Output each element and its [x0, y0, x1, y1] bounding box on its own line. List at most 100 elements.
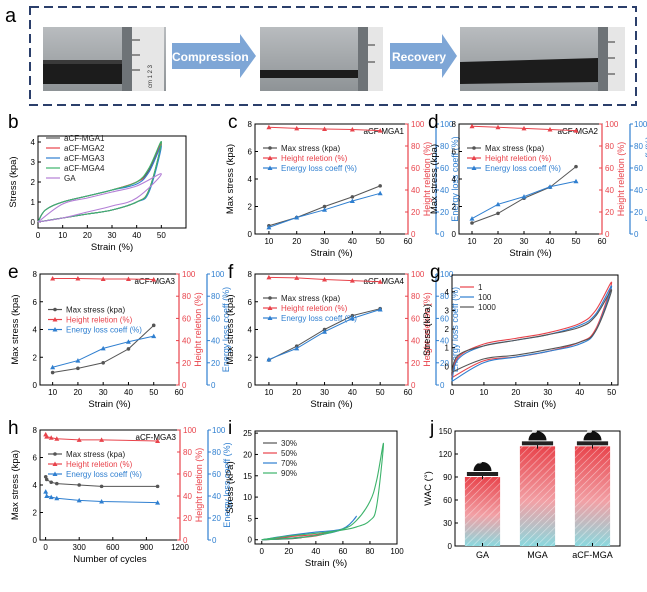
data-point-d-2 [469, 216, 475, 221]
data-point-e-1 [100, 276, 106, 281]
data-point-d-2 [521, 194, 527, 199]
y3-tick-label-d: 0 [634, 230, 639, 239]
y2-tick-label-f: 20 [411, 359, 420, 368]
hysteresis-curve-i-3 [261, 443, 385, 541]
y-axis-label-i: Stress (kPa) [225, 461, 236, 513]
y-axis-label-f: Max stress (kpa) [225, 294, 236, 364]
y2-tick-label-c: 20 [411, 208, 420, 217]
x-tick-label-c: 50 [376, 237, 385, 246]
legend-label-c: Height reletion (%) [281, 154, 348, 163]
legend-marker-c [267, 155, 273, 160]
y3-tick-label-h: 100 [212, 426, 226, 435]
panel-b-letter: b [8, 112, 19, 133]
legend-label-i: 30% [281, 439, 297, 448]
data-point-e-2 [125, 339, 131, 344]
chart-title-f: aCF-MGA4 [364, 277, 405, 286]
x-axis-label-f: Strain (%) [310, 399, 352, 410]
y3-tick-label-e: 20 [211, 359, 220, 368]
y-tick-label-f: 2 [248, 353, 253, 362]
y-tick-label-h: 8 [33, 426, 38, 435]
data-point-h-1 [155, 438, 161, 443]
data-point-f-2 [294, 345, 300, 351]
y-axis-label-c: Max stress (kpa) [225, 144, 236, 214]
y-tick-label-g: 0 [445, 362, 450, 371]
droplet-highlight-icon [587, 429, 592, 433]
panel-j-letter: j [429, 418, 434, 439]
y-tick-label-j: 60 [443, 496, 452, 505]
water-droplet-icon [583, 431, 602, 441]
x-tick-label-c: 40 [348, 237, 357, 246]
series-h-0 [43, 474, 160, 489]
x-tick-label-c: 20 [292, 237, 301, 246]
series-g-1 [451, 285, 613, 382]
x-tick-label-f: 20 [292, 388, 301, 397]
photo-1-ruler-text: cm 1 2 3 [148, 64, 154, 88]
data-point-d-1 [521, 125, 527, 131]
data-point-f-1 [322, 277, 328, 282]
compression-arrow: Compression [172, 34, 256, 78]
x-tick-label-g: 50 [607, 388, 616, 397]
series-c-1 [266, 124, 383, 133]
x-tick-label-d: 10 [468, 237, 477, 246]
data-point-c-0 [350, 195, 355, 199]
y2-tick-label-c: 60 [411, 164, 420, 173]
x-tick-label-e: 50 [149, 388, 158, 397]
y2-tick-label-f: 60 [411, 314, 420, 323]
droplet-base-icon [576, 441, 609, 446]
panel-e-letter: e [8, 262, 19, 283]
y2-tick-label-d: 20 [605, 208, 614, 217]
bar-hatch [464, 477, 501, 546]
y-axis-label-d: Max stress (kpa) [429, 144, 440, 214]
y2-tick-label-f: 80 [411, 292, 420, 301]
series-e-2 [50, 333, 157, 370]
y-axis-label-j: WAC (°) [423, 471, 434, 506]
y-tick-label-i: 20 [243, 450, 252, 459]
x-tick-label-j: aCF-MGA [572, 550, 613, 560]
panel-a: a cm 1 2 3 Compression Rec [5, 5, 637, 106]
x-tick-label-h: 0 [43, 543, 48, 552]
x-tick-label-h: 900 [140, 543, 154, 552]
legend-marker-d [472, 146, 476, 150]
y2-tick-label-f: 100 [411, 270, 425, 279]
y-tick-label-g: 2 [445, 325, 450, 334]
x-tick-label-e: 40 [124, 388, 133, 397]
data-point-e-1 [50, 275, 56, 281]
y-tick-label-f: 8 [248, 270, 253, 279]
data-point-h-2 [48, 494, 54, 500]
legend-label-b: aCF-MGA4 [64, 164, 105, 173]
data-point-h-0 [155, 484, 160, 489]
legend-d: Max stress (kpa)Height reletion (%)Energ… [467, 144, 561, 173]
legend-label-f: Energy loss coeff (%) [281, 314, 357, 323]
legend-label-b: aCF-MGA2 [64, 144, 105, 153]
y3-tick-label-h: 60 [212, 470, 221, 479]
legend-marker-h [52, 461, 58, 466]
x-tick-label-i: 20 [284, 547, 293, 556]
y-tick-label-b: 2 [31, 178, 36, 187]
y3-tick-label-c: 40 [440, 186, 449, 195]
data-point-c-2 [294, 215, 300, 220]
x-tick-label-c: 10 [264, 237, 273, 246]
series-g-0 [451, 281, 613, 379]
x-axis-label-e: Strain (%) [88, 399, 130, 410]
data-point-d-0 [574, 164, 578, 169]
legend-label-e: Energy loss coeff (%) [66, 326, 142, 335]
x-tick-label-b: 50 [157, 231, 166, 240]
series-e-0 [50, 323, 156, 375]
y-tick-label-b: 3 [31, 158, 36, 167]
plot-frame-b [37, 135, 187, 229]
y2-tick-label-c: 100 [411, 120, 425, 129]
data-point-h-2 [44, 493, 50, 498]
y3-tick-label-f: 40 [440, 337, 449, 346]
y3-tick-label-h: 80 [212, 448, 221, 457]
y2-tick-label-d: 100 [605, 120, 619, 129]
x-tick-label-h: 300 [73, 543, 87, 552]
x-tick-label-d: 20 [494, 237, 503, 246]
data-point-e-2 [100, 345, 106, 351]
x-axis-label-i: Strain (%) [305, 558, 347, 569]
y-tick-label-d: 6 [452, 148, 457, 157]
legend-e: Max stress (kpa)Height reletion (%)Energ… [48, 306, 142, 335]
y3-tick-label-d: 80 [634, 142, 643, 151]
